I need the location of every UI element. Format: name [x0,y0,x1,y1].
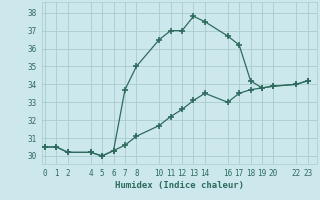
X-axis label: Humidex (Indice chaleur): Humidex (Indice chaleur) [115,181,244,190]
